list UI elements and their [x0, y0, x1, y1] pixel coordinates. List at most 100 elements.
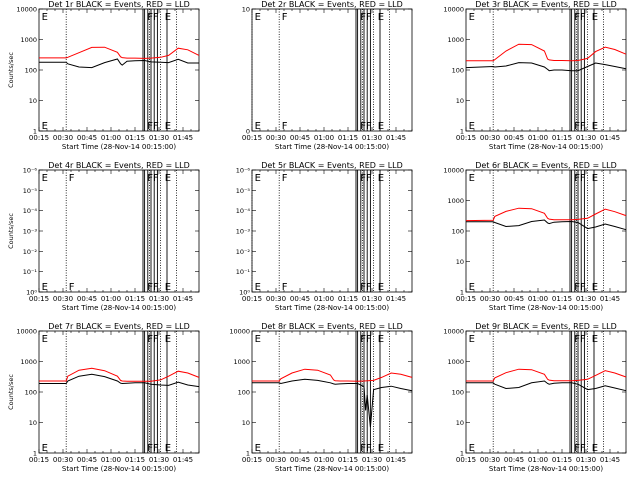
flag-label-bottom: E	[42, 443, 48, 454]
flag-label-bottom: E	[255, 282, 261, 293]
plot-frame	[38, 8, 200, 132]
panel-title: Det 1r BLACK = Events, RED = LLD	[48, 0, 190, 9]
plot-frame	[251, 330, 413, 454]
flag-label-top: FF	[360, 12, 372, 23]
x-tick-label: 00:30	[266, 295, 286, 303]
panel-title: Det 7r BLACK = Events, RED = LLD	[48, 322, 190, 331]
flag-label-bottom: E	[255, 443, 261, 454]
x-tick-label: 01:00	[101, 134, 121, 142]
y-tick-label: 10⁻⁶	[23, 167, 38, 175]
panel-title: Det 9r BLACK = Events, RED = LLD	[475, 322, 617, 331]
x-tick-label: 01:15	[338, 456, 358, 464]
x-tick-label: 00:45	[77, 295, 97, 303]
x-tick-label: 00:15	[456, 456, 476, 464]
flag-label-bottom: E	[592, 443, 598, 454]
series-line-events	[252, 378, 413, 428]
flag-label-bottom: E	[592, 121, 598, 132]
y-tick-label: 10	[456, 258, 464, 266]
y-tick-label: 10	[456, 419, 464, 427]
x-tick-label: 00:45	[290, 456, 310, 464]
plot-frame	[251, 169, 413, 293]
x-axis-label: Start Time (28-Nov-14 00:15:00)	[275, 143, 389, 151]
flag-label-bottom: E	[378, 443, 384, 454]
flag-label-bottom: E	[165, 121, 171, 132]
flag-label-bottom: FF	[574, 282, 586, 293]
y-tick-label: 10000	[443, 6, 464, 14]
flag-label-top: E	[592, 12, 598, 23]
flag-label-top: E	[378, 12, 384, 23]
x-tick-label: 00:45	[290, 134, 310, 142]
series-line-lld	[39, 367, 200, 382]
x-tick-label: 01:15	[125, 134, 145, 142]
x-tick-label: 00:15	[29, 134, 49, 142]
flag-label-bottom: E	[378, 282, 384, 293]
flag-label-top: E	[469, 173, 475, 184]
flag-label-bottom: E	[42, 121, 48, 132]
y-tick-label: 10⁻¹	[23, 268, 38, 276]
y-tick-label: 10⁻²	[23, 248, 38, 256]
y-tick-label: 1000	[233, 358, 250, 366]
y-tick-label: 10⁻³	[23, 228, 38, 236]
plot-frame	[465, 330, 627, 454]
flag-label-top: E	[165, 334, 171, 345]
series-line-lld	[39, 46, 200, 59]
series-line-events	[465, 62, 627, 72]
x-tick-label: 00:45	[77, 456, 97, 464]
flag-label-bottom: FF	[147, 443, 159, 454]
x-tick-label: 01:45	[386, 456, 406, 464]
series-line-events	[39, 58, 199, 69]
x-tick-label: 00:15	[29, 295, 49, 303]
y-tick-label: 100	[25, 389, 37, 397]
flag-label-top: FF	[147, 12, 159, 23]
y-tick-label: 100	[452, 228, 464, 236]
x-tick-label: 01:00	[101, 456, 121, 464]
flag-label-bottom: E	[592, 282, 598, 293]
x-tick-label: 01:30	[149, 134, 169, 142]
panel-title: Det 6r BLACK = Events, RED = LLD	[475, 161, 617, 170]
y-tick-label: 10000	[443, 328, 464, 336]
x-tick-label: 00:15	[456, 134, 476, 142]
y-tick-label: 1000	[447, 197, 464, 205]
x-tick-label: 01:45	[173, 456, 193, 464]
x-tick-label: 00:15	[456, 295, 476, 303]
x-axis-label: Start Time (28-Nov-14 00:15:00)	[62, 143, 176, 151]
plot-frame	[465, 169, 627, 293]
plot-frame	[38, 330, 200, 454]
y-tick-label: 1	[460, 289, 464, 297]
x-tick-label: 00:30	[480, 295, 500, 303]
x-tick-label: 00:45	[504, 295, 524, 303]
flag-label-top: E	[42, 173, 48, 184]
panel-det-4: Det 4r BLACK = Events, RED = LLD 00:15 00:…	[7, 161, 200, 312]
panel-title: Det 3r BLACK = Events, RED = LLD	[475, 0, 617, 9]
series-line-events	[466, 219, 627, 231]
flag-label-top: E	[255, 12, 261, 23]
x-tick-label: 00:30	[53, 456, 73, 464]
x-tick-label: 01:45	[386, 295, 406, 303]
flag-label-bottom: FF	[574, 443, 586, 454]
x-tick-label: 01:00	[314, 134, 334, 142]
flag-label-top: E	[255, 173, 261, 184]
x-tick-label: 00:45	[504, 456, 524, 464]
panel-title: Det 2r BLACK = Events, RED = LLD	[261, 0, 403, 9]
x-axis-label: Start Time (28-Nov-14 00:15:00)	[62, 304, 176, 312]
x-tick-label: 00:15	[242, 134, 262, 142]
plot-frame	[465, 8, 627, 132]
x-tick-label: 00:30	[480, 134, 500, 142]
x-tick-label: 00:30	[480, 456, 500, 464]
y-axis-label: Counts/sec	[7, 52, 15, 88]
y-tick-label: 1000	[20, 36, 37, 44]
y-tick-label: 100	[452, 389, 464, 397]
flag-label-bottom: E	[469, 443, 475, 454]
flag-label-top: E	[378, 173, 384, 184]
x-tick-label: 01:15	[338, 295, 358, 303]
x-tick-label: 01:00	[101, 295, 121, 303]
x-tick-label: 00:15	[29, 456, 49, 464]
flag-label-bottom: E	[42, 282, 48, 293]
plot-frame	[251, 8, 413, 132]
x-tick-label: 01:15	[552, 134, 572, 142]
flag-label-bottom: E	[469, 121, 475, 132]
flag-label-top: E	[469, 334, 475, 345]
flag-label-bottom: F	[282, 282, 288, 293]
flag-label-top: F	[282, 12, 288, 23]
flag-label-top: FF	[360, 334, 372, 345]
